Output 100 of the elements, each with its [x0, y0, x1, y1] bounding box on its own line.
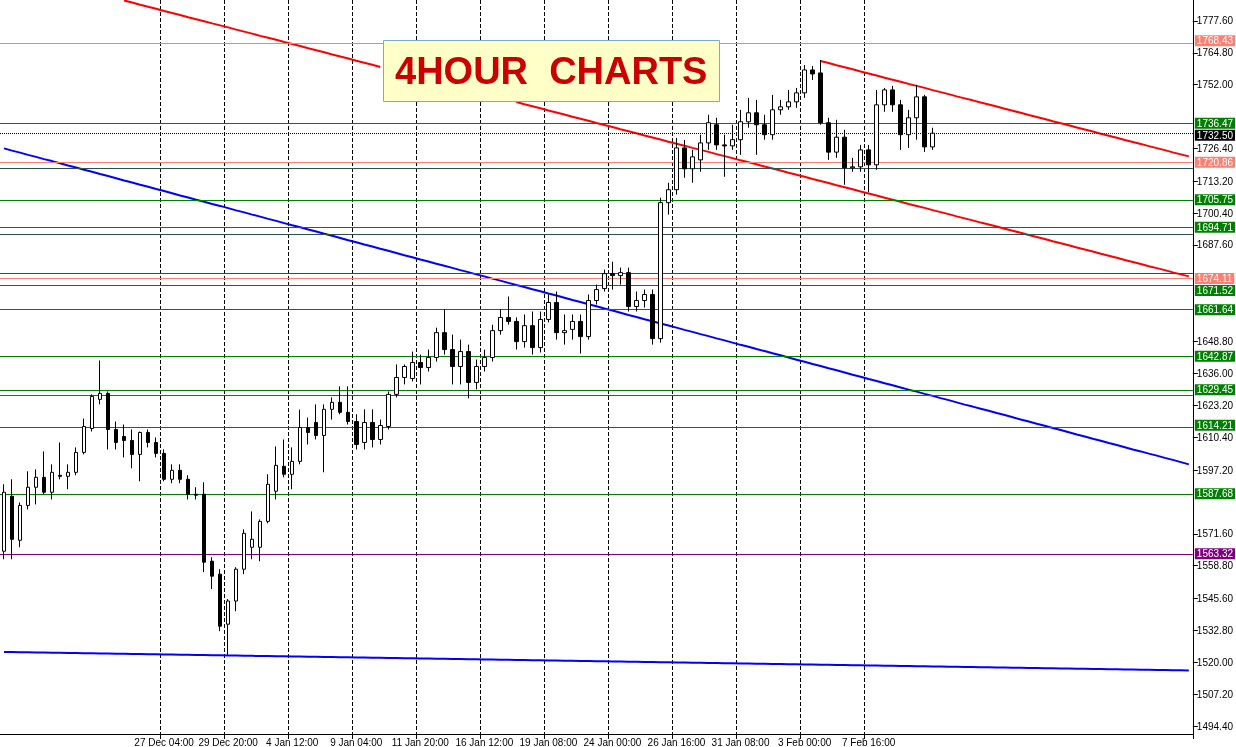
candlestick	[322, 403, 326, 473]
candlestick	[850, 157, 855, 173]
candlestick	[210, 556, 214, 590]
candlestick	[426, 349, 431, 372]
ref-line-label: 1736.47	[1196, 117, 1234, 129]
y-tick-label: 1687.60	[1196, 239, 1234, 251]
x-tick-label: 7 Feb 16:00	[841, 736, 896, 747]
candlestick	[362, 408, 367, 450]
y-tick-label: 1700.40	[1196, 207, 1234, 219]
candlestick	[18, 501, 22, 548]
line-series	[3, 147, 1190, 466]
candlestick	[370, 408, 375, 448]
candlestick	[402, 364, 407, 385]
candlestick	[522, 313, 527, 349]
candlestick	[618, 267, 623, 286]
x-tick-label: 16 Jan 12:00	[455, 736, 514, 747]
y-tick-label: 1507.20	[1196, 688, 1234, 700]
candlestick	[586, 294, 591, 341]
candlestick	[690, 149, 695, 184]
ref-line-label: 1614.21	[1196, 419, 1234, 431]
y-tick-label: 1713.20	[1196, 175, 1234, 187]
candlestick	[346, 385, 350, 426]
candlestick	[442, 308, 447, 356]
text: 4HOUR CHARTS	[395, 50, 708, 92]
ref-line-label: 1661.64	[1196, 304, 1234, 316]
candlestick	[66, 463, 70, 490]
candlestick	[458, 339, 463, 385]
candlestick	[578, 313, 583, 355]
ref-line-label: 1587.68	[1196, 488, 1234, 500]
candlestick	[562, 313, 567, 346]
candlestick	[274, 445, 278, 500]
candlestick	[122, 424, 126, 458]
y-tick-label: 1648.80	[1196, 336, 1234, 348]
candlestick	[58, 441, 62, 480]
candlestick	[74, 446, 78, 476]
candlestick	[106, 390, 110, 450]
candlestick	[338, 385, 342, 415]
candlestick	[530, 310, 535, 356]
candlestick	[250, 510, 254, 560]
candlestick	[50, 463, 54, 500]
candlestick	[506, 296, 511, 326]
candlestick	[434, 327, 439, 363]
candlestick	[114, 421, 118, 450]
candlestick	[242, 528, 246, 575]
candlestick	[682, 139, 687, 179]
y-tick-label: 1494.40	[1196, 720, 1234, 732]
candlestick	[634, 291, 639, 312]
x-tick-label: 4 Jan 12:00	[266, 736, 319, 747]
candlestick	[298, 409, 302, 465]
y-tick-label: 1726.40	[1196, 142, 1234, 154]
candlestick	[746, 97, 751, 129]
x-tick-label: 26 Jan 16:00	[647, 736, 706, 747]
candlestick	[570, 313, 575, 341]
candlestick	[2, 483, 6, 560]
ref-line-label: 1629.45	[1196, 384, 1234, 396]
candlestick	[330, 396, 334, 421]
candlestick	[258, 518, 262, 562]
candlestick	[202, 481, 206, 573]
candlestick	[26, 470, 30, 510]
ref-line-label: 1732.50	[1196, 129, 1234, 141]
ref-line-label: 1563.32	[1196, 548, 1234, 560]
y-tick-label: 1764.80	[1196, 47, 1234, 59]
y-tick-label: 1545.60	[1196, 593, 1234, 605]
candlestick	[282, 438, 286, 478]
candlestick	[194, 486, 198, 500]
y-tick-label: 1636.00	[1196, 367, 1234, 379]
candlestick	[146, 428, 150, 448]
x-tick-label: 24 Jan 00:00	[583, 736, 642, 747]
y-tick-label: 1558.80	[1196, 560, 1234, 572]
y-tick-label: 1610.40	[1196, 431, 1234, 443]
candlestick	[82, 418, 86, 455]
candlestick	[394, 364, 399, 398]
ref-line-label: 1694.71	[1196, 221, 1234, 233]
candlestick	[554, 291, 559, 341]
candlestick	[786, 89, 791, 111]
candlestick	[186, 474, 190, 500]
candlestick	[450, 334, 455, 385]
candlestick	[266, 473, 270, 524]
candlestick	[130, 428, 134, 469]
candlestick	[594, 284, 599, 306]
ref-line-label: 1768.43	[1196, 35, 1234, 47]
candlestick	[642, 289, 647, 308]
y-tick-label: 1623.20	[1196, 399, 1234, 411]
candlestick	[34, 468, 38, 505]
x-tick-label: 19 Jan 08:00	[519, 736, 578, 747]
x-tick-label: 27 Dec 04:00	[134, 736, 195, 747]
y-tick-label: 1532.80	[1196, 624, 1234, 636]
candlestick	[178, 463, 182, 484]
ref-line-label: 1642.87	[1196, 350, 1234, 362]
candlestick	[610, 261, 615, 291]
candlestick	[658, 197, 663, 344]
candlestick	[386, 390, 391, 430]
y-tick-label: 1520.00	[1196, 656, 1234, 668]
candlestick	[234, 566, 238, 612]
candlestick	[154, 436, 158, 458]
candlestick	[778, 99, 783, 116]
candlestick	[378, 419, 383, 445]
candlestick	[650, 289, 655, 346]
x-tick-label: 29 Dec 20:00	[198, 736, 259, 747]
candlestick	[90, 393, 94, 432]
